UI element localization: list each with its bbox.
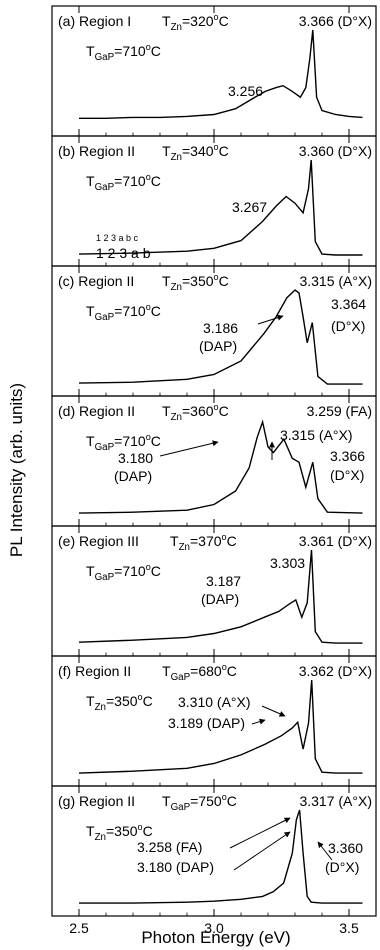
substrate-label: TZn=350oC [86,822,153,843]
panel-title: (b) Region II [58,143,135,159]
y-axis-label: PL Intensity (arb. units) [7,383,26,557]
peak-annotation: 3.258 (FA) [137,839,202,855]
substrate-label: TGaP=710oC [86,172,161,193]
annotation-arrow [251,718,266,725]
panel-g: (g) Region II TGaP=750oC 3.317 (A°X) TZn=35… [51,785,377,917]
peak-annotation: 3.187 [206,573,241,589]
x-axis-label: Photon Energy (eV) [141,928,290,947]
spectrum-line [78,679,363,774]
peak-annotation: 3.315 (A°X) [280,427,353,443]
spectrum-line [79,29,363,120]
peak-annotation: 3.267 [232,199,267,215]
substrate-label: TGaP=710oC [86,42,161,63]
peak-annotation: 1 2 3 a b c [96,233,139,243]
condition-label: TGaP=680oC [162,662,237,683]
x-tick-label: 3.5 [339,920,359,936]
peak-annotation: 3.180 (DAP) [137,859,214,875]
substrate-label: TGaP=710oC [86,302,161,323]
peak-annotation: 3.189 (DAP) [168,715,245,731]
spectrum-line [78,549,363,644]
peak-annotation: 3.360 [328,840,363,856]
panel-title: (g) Region II [58,793,135,809]
x-tick-label: 2.5 [69,920,89,936]
peak-annotation: 3.256 [228,83,263,99]
spectrum-line [78,159,363,256]
peak-annotation: (D°X) [330,467,364,483]
substrate-label: TGaP=710oC [86,432,161,453]
peak-label: 3.317 (A°X) [299,793,372,809]
peak-annotation: (D°X) [325,859,359,875]
peak-annotation: 3.366 [330,448,365,464]
peak-label: 3.362 (D°X) [299,663,372,679]
spectrum-line [78,289,363,385]
peak-annotation: (DAP) [114,468,152,484]
panel-title: (d) Region II [58,403,135,419]
spectrum-line [79,809,363,904]
peak-label: 3.360 (D°X) [299,143,372,159]
condition-label: TZn=320oC [162,12,229,33]
condition-label: TGaP=750oC [162,792,237,813]
panel-title: (c) Region II [58,273,134,289]
peak-annotation: (DAP) [199,338,237,354]
panel-a: (a) Region I TZn=320oC 3.366 (D°X) TGaP=710… [51,5,377,137]
peak-annotation: (DAP) [201,591,239,607]
peak-annotation: 3.303 [270,555,305,571]
peak-annotation: 3.186 [203,320,238,336]
substrate-label: TZn=350oC [86,692,153,713]
panel-title: (e) Region III [58,533,139,549]
peak-annotation: 3.180 [118,450,153,466]
peak-annotation: (D°X) [331,318,365,334]
annotation-arrow [229,817,291,849]
peak-label: 3.366 (D°X) [299,13,372,29]
annotation-arrow [159,440,219,457]
peak-annotation: 1 2 3 a b [96,245,151,261]
peak-label: 3.315 (A°X) [299,273,372,289]
panel-c: (c) Region II TZn=350oC 3.315 (A°X) TGaP=71… [51,265,377,397]
peak-label: 3.259 (FA) [307,403,372,419]
condition-label: TZn=370oC [170,532,237,553]
peak-annotation: 3.310 (A°X) [178,694,251,710]
panel-title: (a) Region I [58,13,131,29]
annotation-arrow [233,831,291,871]
panel-stack: (a) Region I TZn=320oC 3.366 (D°X) TGaP=710… [51,5,377,936]
annotation-arrow [261,705,286,717]
panel-d: (d) Region II TZn=360oC 3.259 (FA) TGaP=710… [51,395,377,527]
condition-label: TZn=340oC [162,142,229,163]
panel-title: (f) Region II [58,663,131,679]
substrate-label: TGaP=710oC [86,562,161,583]
condition-label: TZn=350oC [162,272,229,293]
peak-label: 3.361 (D°X) [299,533,372,549]
annotation-arrow [317,841,333,861]
panel-e: (e) Region III TZn=370oC 3.361 (D°X) TGaP=7… [51,525,377,657]
condition-label: TZn=360oC [162,402,229,423]
panel-b: (b) Region II TZn=340oC 3.360 (D°X) TGaP=71… [51,135,377,267]
peak-annotation: 3.364 [331,296,366,312]
spectrum-line [78,419,363,514]
panel-f: (f) Region II TGaP=680oC 3.362 (D°X) TZn=35… [51,655,377,787]
x-tick-label: 3.0 [204,920,224,936]
annotation-arrow [257,314,284,325]
